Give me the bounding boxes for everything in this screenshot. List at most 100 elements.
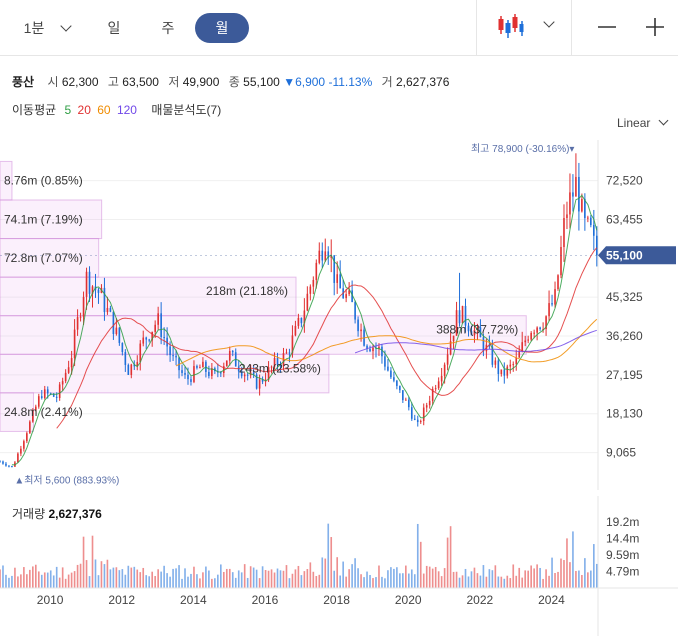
volume-bar xyxy=(557,571,559,588)
volume-bar xyxy=(67,574,70,588)
candle-body xyxy=(246,374,249,376)
volume-bar xyxy=(449,526,452,588)
candlestick-icon xyxy=(498,14,524,38)
volume-profile-label: 매물분석도(7) xyxy=(151,103,222,117)
x-tick-label: 2012 xyxy=(108,593,135,607)
y-tick-label: 9,065 xyxy=(606,446,636,460)
volume-bar xyxy=(333,570,336,588)
candle-body xyxy=(339,274,341,289)
candle-body xyxy=(509,364,512,367)
volume-bar xyxy=(160,571,162,588)
volume-bar xyxy=(258,578,261,588)
candle-body xyxy=(521,342,524,352)
volume-bar xyxy=(270,569,273,588)
candle-body xyxy=(103,287,106,313)
candle-body xyxy=(530,332,532,340)
interval-week-button[interactable]: 주 xyxy=(148,13,188,43)
volume-bar xyxy=(369,574,371,588)
volume-bar xyxy=(196,574,198,588)
chevron-down-icon[interactable] xyxy=(60,20,72,32)
zoom-out-button[interactable] xyxy=(592,12,622,42)
volume-bar xyxy=(467,576,470,588)
interval-month-button[interactable]: 월 xyxy=(195,13,249,43)
candle-body xyxy=(175,355,177,358)
volume-bar xyxy=(566,538,568,588)
volume-bar xyxy=(581,574,583,588)
candle-body xyxy=(136,362,139,367)
candle-body xyxy=(61,381,64,385)
volume-bar xyxy=(497,576,500,588)
candle-body xyxy=(425,405,428,408)
volume-bar xyxy=(518,567,521,588)
volume-bar xyxy=(431,568,434,588)
chart-type-chevron-down-icon[interactable] xyxy=(543,16,555,28)
volume-bar xyxy=(428,566,431,588)
volume-profile-label: 72.8m (7.07%) xyxy=(4,251,83,265)
volume-bar xyxy=(151,571,154,588)
volume-bar xyxy=(405,565,407,588)
candle-body xyxy=(595,235,598,256)
candle-body xyxy=(431,388,434,401)
volume-tick-label: 4.79m xyxy=(606,565,639,579)
candle-body xyxy=(315,262,318,280)
x-tick-label: 2016 xyxy=(252,593,279,607)
volume-bar xyxy=(148,576,151,588)
scale-selector[interactable]: Linear xyxy=(617,115,669,130)
ma-120-line xyxy=(354,329,597,354)
volume-bar xyxy=(166,573,168,588)
volume-bar xyxy=(578,570,580,588)
volume-profile-label: 74.1m (7.19%) xyxy=(4,212,83,226)
candle-body xyxy=(196,366,198,368)
volume-bar xyxy=(145,575,148,588)
volume-bar xyxy=(70,572,73,588)
volume-bar xyxy=(37,571,40,588)
interval-day-button[interactable]: 일 xyxy=(94,13,134,43)
zoom-in-button[interactable] xyxy=(640,12,670,42)
candle-body xyxy=(291,335,294,354)
volume-bar xyxy=(100,561,103,588)
volume-bar xyxy=(279,570,282,588)
candle-body xyxy=(199,367,201,369)
volume-bar xyxy=(366,571,368,588)
candle-body xyxy=(318,250,321,263)
volume-bar xyxy=(446,537,449,588)
volume-bar xyxy=(58,577,61,588)
moving-average-legend[interactable]: 이동평균 5 20 60 120 매물분석도(7) xyxy=(12,101,226,118)
candle-body xyxy=(97,289,100,293)
candle-body xyxy=(88,271,91,294)
volume-bar xyxy=(527,570,529,588)
volume-label: 거 xyxy=(381,75,393,89)
volume-bar xyxy=(0,569,1,588)
candle-body xyxy=(26,433,28,442)
candle-body xyxy=(225,360,228,367)
candle-body xyxy=(348,290,350,295)
candle-body xyxy=(228,351,231,361)
chart-type-button[interactable] xyxy=(496,12,528,40)
price-chart[interactable]: 72,520 63,455 45,325 36,260 27,195 18,130 9,06… xyxy=(0,140,678,490)
candle-body xyxy=(503,369,506,376)
volume-bar xyxy=(309,562,312,588)
candle-body xyxy=(172,355,174,357)
interval-month-label: 월 xyxy=(215,20,229,36)
toolbar-divider xyxy=(476,0,477,55)
candle-body xyxy=(336,274,339,283)
volume-bar xyxy=(115,567,118,588)
volume-bar xyxy=(575,570,577,588)
volume-chart[interactable]: 19.2m 14.4m 9.59m 4.79m 2010 2012 2014 2016 201… xyxy=(0,496,678,636)
candle-body xyxy=(208,371,210,376)
candle-body xyxy=(405,399,407,401)
candle-body xyxy=(381,346,383,357)
volume-profile-label: 388m (37.72%) xyxy=(436,323,518,337)
volume-bar xyxy=(587,572,589,588)
volume-bar xyxy=(273,572,276,588)
candle-body xyxy=(55,396,58,398)
volume-bar xyxy=(11,575,13,588)
candle-body xyxy=(106,307,109,313)
volume-bar xyxy=(303,571,306,588)
volume-value: 2,627,376 xyxy=(396,75,450,89)
interval-1min-button[interactable]: 1분 xyxy=(14,13,54,43)
volume-bar xyxy=(545,569,547,588)
volume-bar xyxy=(91,535,94,588)
volume-bar xyxy=(208,570,210,588)
volume-bar xyxy=(360,574,362,588)
